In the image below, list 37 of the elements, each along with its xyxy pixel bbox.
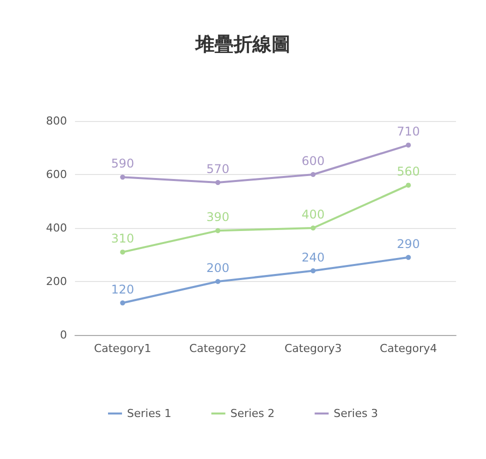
data-label: 240 [302,250,325,264]
point [215,279,220,284]
point [120,250,126,255]
y-tick-label: 800 [46,114,67,128]
data-label: 390 [206,210,230,224]
point [215,228,220,234]
point [406,254,411,260]
data-label: 590 [111,156,134,171]
point [310,172,316,177]
y-tick-label: 600 [46,168,67,181]
point [215,180,220,186]
point [406,182,411,188]
y-tick-label: 400 [46,222,67,234]
y-tick-label: 200 [46,275,67,288]
data-label: 710 [396,124,420,139]
x-tick-label: Category4 [380,342,437,355]
data-label: 120 [111,282,134,296]
y-tick-label: 0 [60,328,67,342]
point [120,300,126,306]
data-label: 400 [302,208,325,222]
x-tick-label: Category3 [284,342,342,355]
data-label: 310 [111,232,134,246]
legend-label: Series 3 [334,407,378,420]
x-tick-label: Category2 [189,342,246,355]
legend-label: Series 2 [230,407,275,420]
chart-title: 堆疊折線圖 [194,34,290,56]
data-label: 200 [206,261,230,275]
data-label: 570 [206,162,230,176]
data-label: 600 [302,154,325,168]
data-label: 560 [396,164,420,179]
point [310,268,316,274]
data-label: 290 [396,236,420,251]
point [406,142,411,148]
legend-label: Series 1 [127,407,172,420]
point [120,174,126,180]
x-tick-label: Category1 [94,342,152,355]
point [310,226,316,230]
